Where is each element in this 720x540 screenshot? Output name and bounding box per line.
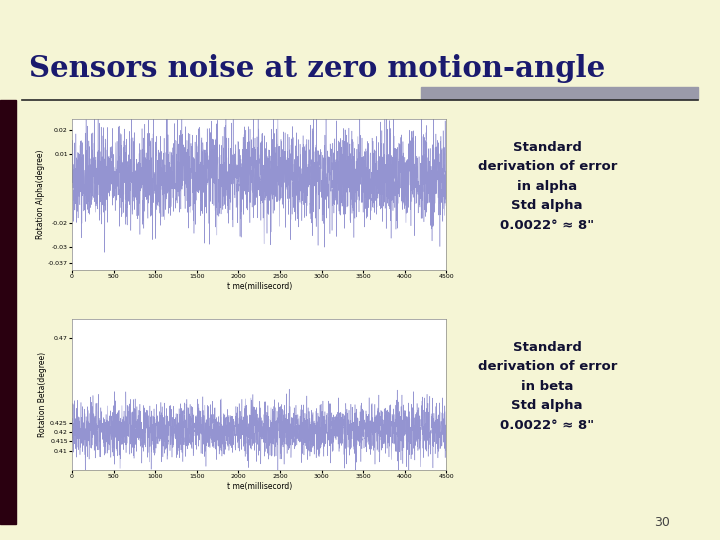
Y-axis label: Rotation Beta(degree): Rotation Beta(degree): [38, 352, 48, 437]
Text: Standard
derivation of error
in alpha
Std alpha
0.0022° ≈ 8": Standard derivation of error in alpha St…: [477, 141, 617, 232]
X-axis label: t me(millisecord): t me(millisecord): [227, 282, 292, 291]
Y-axis label: Rotation Alpha(degree): Rotation Alpha(degree): [36, 150, 45, 239]
Text: Sensors noise at zero motion-angle: Sensors noise at zero motion-angle: [29, 54, 605, 83]
Text: 30: 30: [654, 516, 670, 530]
Text: Standard
derivation of error
in beta
Std alpha
0.0022° ≈ 8": Standard derivation of error in beta Std…: [477, 341, 617, 431]
X-axis label: t me(millisecord): t me(millisecord): [227, 482, 292, 491]
